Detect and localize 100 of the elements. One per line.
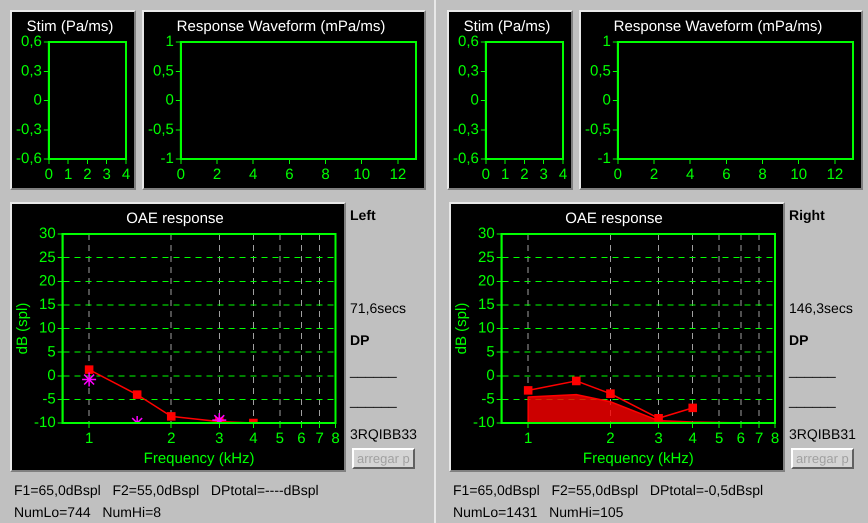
x-tick-label: 5: [276, 430, 284, 448]
point: [688, 404, 698, 412]
y-tick-label: 0,3: [20, 62, 42, 80]
text: ______: [789, 362, 836, 378]
y-tick-label: -0,6: [452, 150, 479, 168]
chart-title: Stim (Pa/ms): [26, 18, 114, 36]
x-tick-label: 7: [316, 430, 324, 448]
x-tick-label: 4: [249, 166, 258, 184]
x-tick-label: 1: [84, 430, 94, 448]
text: 3RQIBB31: [789, 426, 856, 442]
x-tick-label: 1: [500, 166, 510, 184]
text: Left: [350, 207, 376, 223]
y-tick-label: 0: [34, 92, 42, 109]
y-tick-label: 0: [166, 92, 174, 109]
point: [606, 389, 615, 398]
chart-title: Response Waveform (mPa/ms): [176, 18, 386, 36]
y-tick-label: 0,6: [20, 33, 42, 50]
x-tick-label: 8: [331, 430, 340, 448]
y-tick-label: -0,5: [584, 120, 611, 138]
x-tick-label: 4: [122, 166, 130, 184]
x-tick-label: 10: [353, 166, 370, 184]
x-tick-label: 12: [390, 166, 406, 184]
y-tick-label: -5: [481, 390, 495, 408]
text: ______: [350, 392, 397, 408]
text: 3RQIBB33: [350, 426, 417, 442]
y-tick-label: 10: [38, 320, 56, 337]
point: [524, 386, 532, 395]
x-tick-label: 8: [758, 166, 767, 184]
x-tick-label: 4: [688, 430, 697, 448]
x-tick-label: 12: [826, 166, 844, 184]
x-tick-label: 1: [524, 430, 532, 448]
y-tick-label: 0: [47, 366, 56, 384]
y-tick-label: 0,6: [458, 33, 479, 50]
y-tick-label: 0: [486, 366, 495, 384]
x-tick-label: 6: [736, 430, 746, 448]
chart-title: OAE response: [565, 210, 663, 228]
x-tick-label: 6: [722, 166, 731, 184]
text: DP: [350, 332, 370, 348]
text: Right: [789, 207, 825, 223]
y-tick-label: 5: [47, 343, 56, 360]
y-tick-label: -1: [160, 150, 174, 168]
chart-title: OAE response: [126, 210, 224, 228]
y-tick-label: -0,3: [452, 120, 479, 138]
x-axis-title: Frequency (kHz): [582, 450, 694, 468]
x-tick-label: 7: [754, 430, 764, 448]
y-tick-label: -0,6: [16, 150, 42, 168]
x-tick-label: 8: [321, 166, 330, 184]
x-tick-label: 6: [297, 430, 306, 448]
y-tick-label: 1: [166, 33, 174, 50]
y-tick-label: 0,5: [152, 62, 174, 80]
x-tick-label: 1: [64, 166, 72, 184]
x-tick-label: 2: [606, 430, 615, 448]
y-tick-label: 1: [602, 33, 611, 50]
text: ______: [350, 362, 397, 378]
x-tick-label: 8: [770, 430, 780, 448]
y-axis-title: dB (spl): [453, 302, 470, 354]
text: 71,6secs: [350, 300, 406, 316]
text: F1=65,0dBspl F2=55,0dBspl DPtotal=----dBspl: [14, 482, 319, 498]
y-tick-label: -10: [472, 414, 495, 432]
text: 146,3secs: [789, 300, 853, 316]
x-tick-label: 3: [102, 166, 111, 184]
y-tick-label: -1: [598, 150, 611, 168]
y-tick-label: 5: [486, 343, 495, 360]
x-tick-label: 3: [215, 430, 224, 448]
y-tick-label: 20: [478, 272, 495, 290]
y-axis-title: dB (spl): [14, 302, 32, 354]
text: NumLo=744 NumHi=8: [14, 504, 162, 520]
y-tick-label: 25: [38, 248, 56, 266]
x-axis-title: Frequency (kHz): [144, 450, 255, 468]
y-tick-label: -10: [34, 414, 56, 432]
y-tick-label: 0: [602, 92, 611, 109]
y-tick-label: 0,3: [458, 62, 479, 80]
x-tick-label: 5: [715, 430, 724, 448]
text: NumLo=1431 NumHi=105: [453, 504, 624, 520]
y-tick-label: -5: [42, 390, 56, 408]
y-tick-label: 20: [38, 272, 56, 290]
x-tick-label: 10: [790, 166, 808, 184]
x-tick-label: 0: [614, 166, 622, 184]
y-tick-label: 30: [478, 225, 495, 242]
y-tick-label: -0,3: [16, 120, 42, 138]
y-tick-label: 15: [478, 296, 495, 314]
x-tick-label: 4: [249, 430, 258, 448]
x-tick-label: 0: [176, 166, 186, 184]
x-tick-label: 4: [558, 166, 568, 184]
x-tick-label: 2: [212, 166, 222, 184]
y-tick-label: 10: [478, 320, 495, 337]
x-tick-label: 2: [520, 166, 529, 184]
y-tick-label: 30: [38, 225, 56, 242]
x-tick-label: 2: [650, 166, 658, 184]
x-tick-label: 6: [285, 166, 294, 184]
chart-title: Stim (Pa/ms): [464, 18, 550, 36]
y-tick-label: 15: [38, 296, 56, 314]
y-tick-label: -0,5: [148, 120, 174, 138]
x-tick-label: 3: [654, 430, 663, 448]
y-tick-label: 25: [478, 248, 495, 266]
text: ______: [789, 392, 836, 408]
text: F1=65,0dBspl F2=55,0dBspl DPtotal=-0,5dBspl: [453, 482, 764, 498]
y-tick-label: 0,5: [590, 62, 611, 80]
text: DP: [789, 332, 808, 348]
x-tick-label: 2: [83, 166, 92, 184]
